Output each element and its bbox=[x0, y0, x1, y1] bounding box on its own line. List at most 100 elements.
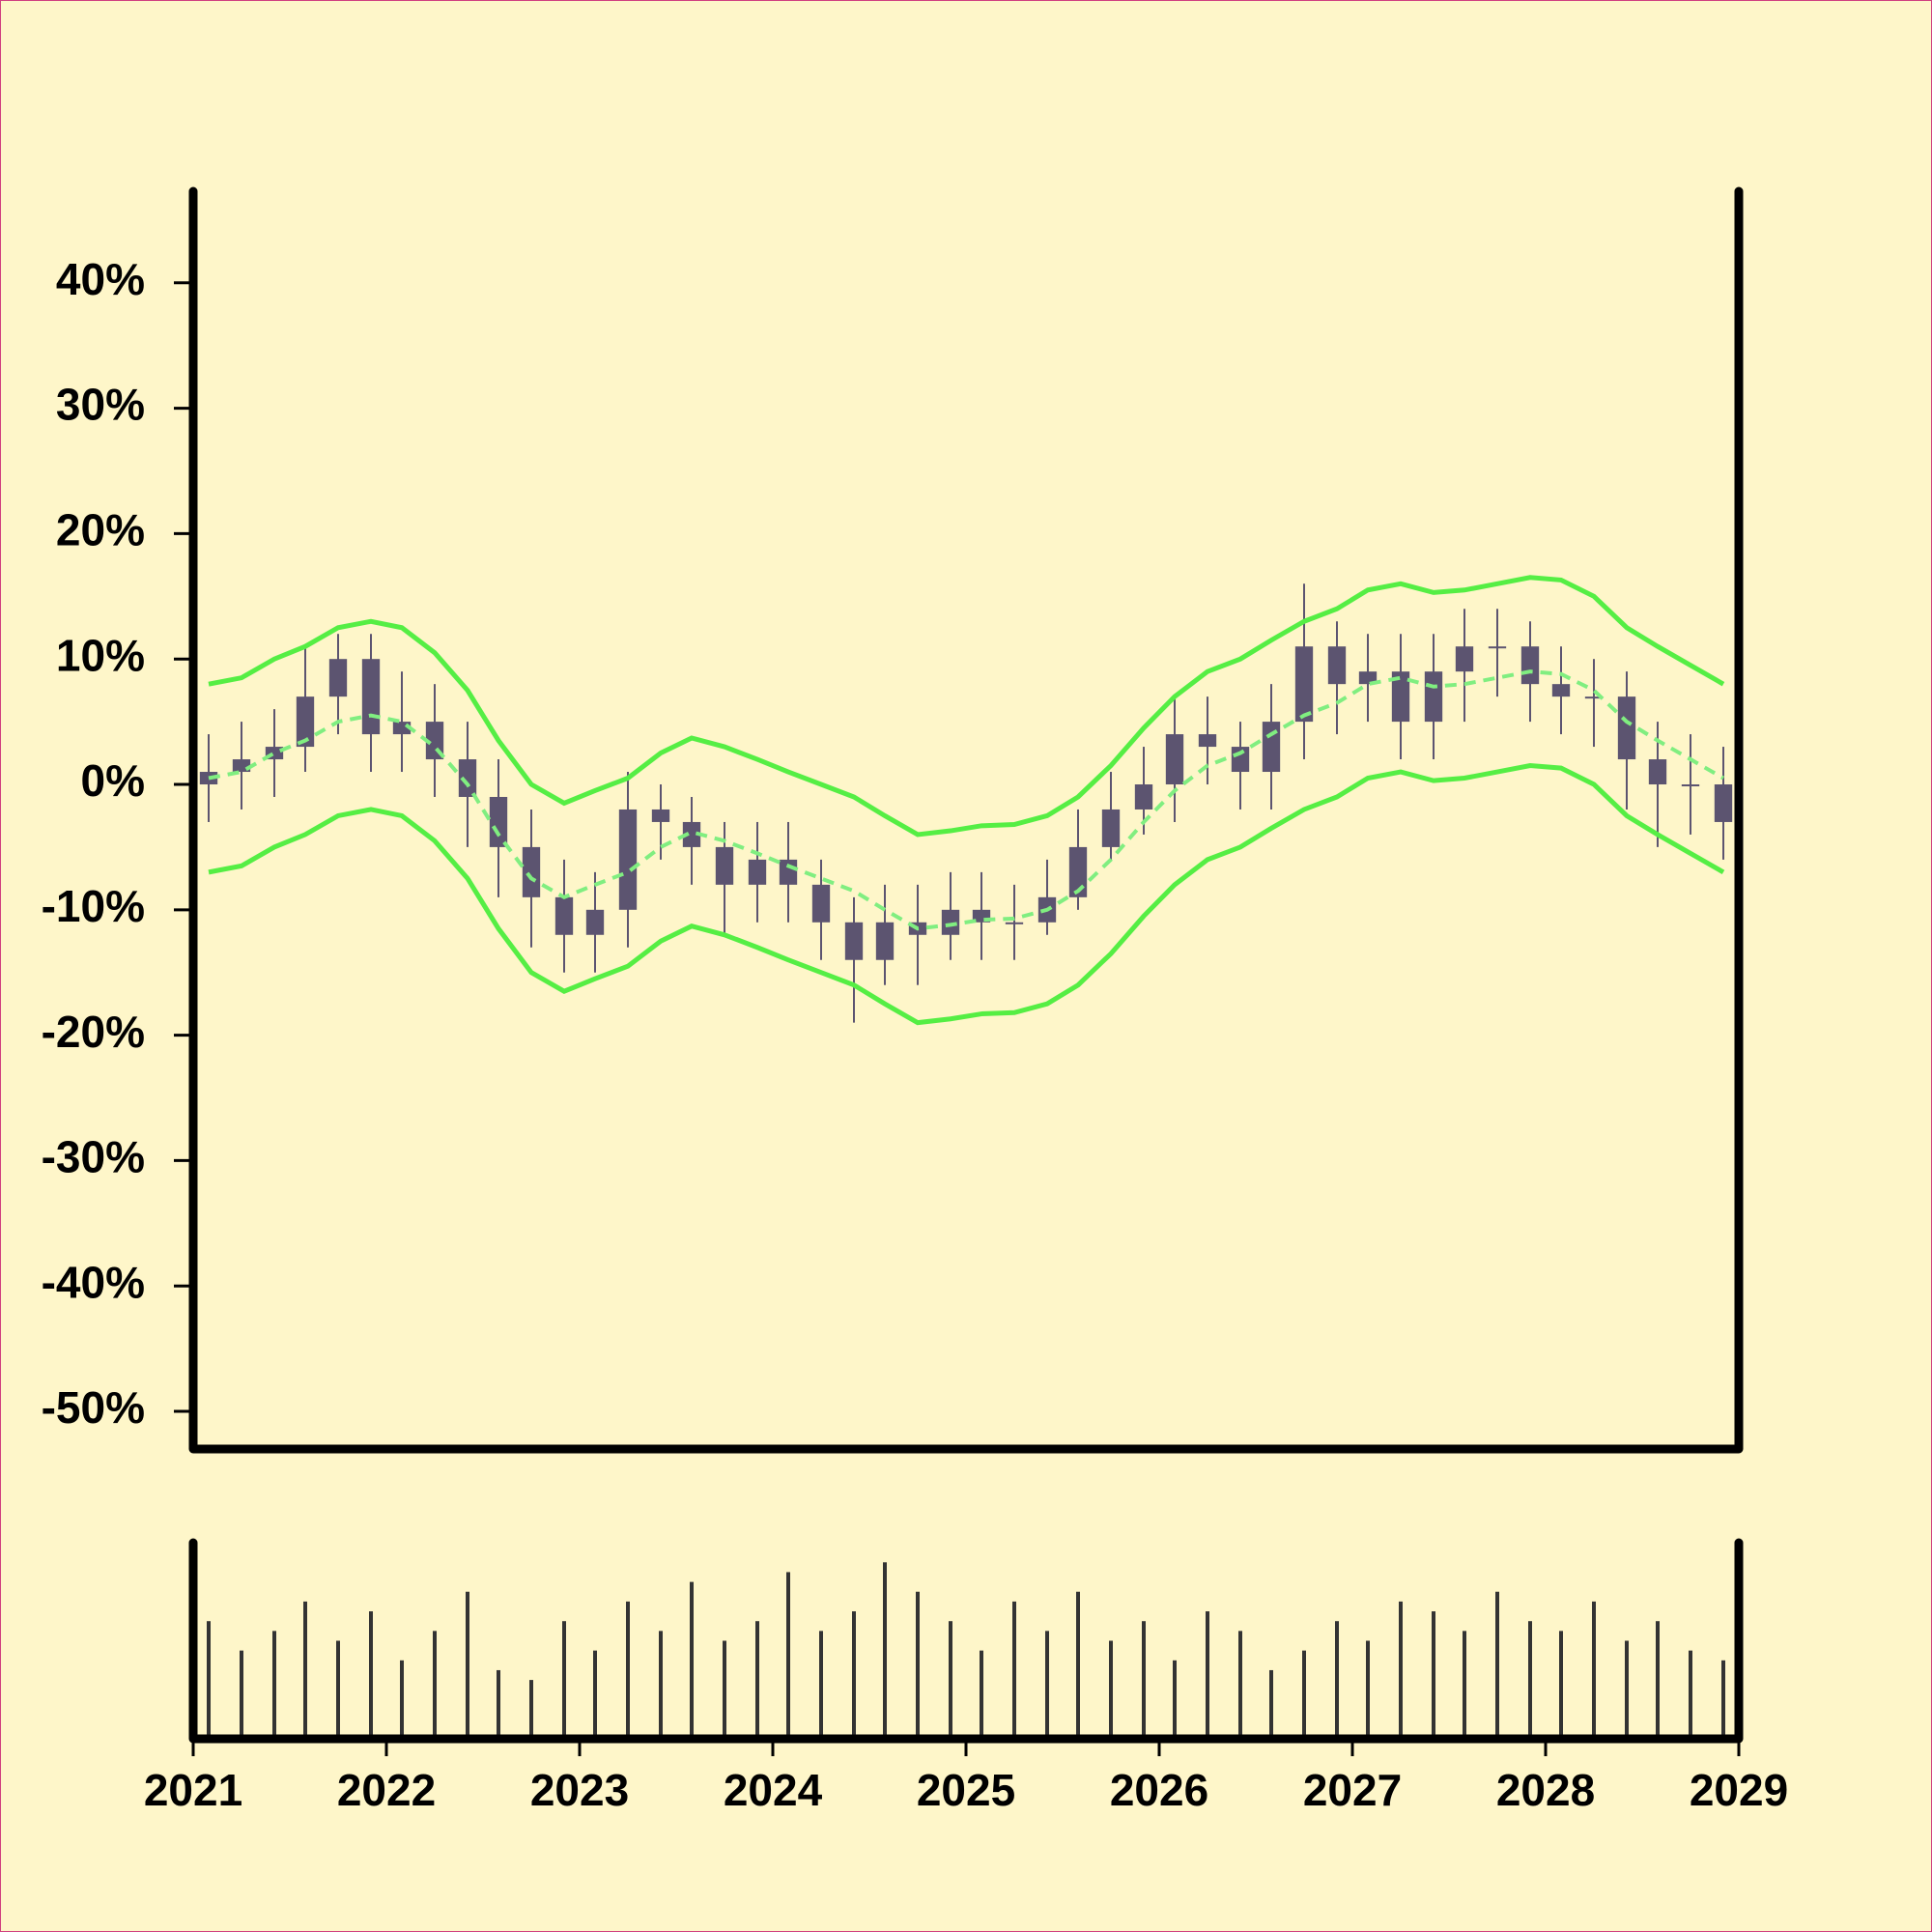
candle-body bbox=[1617, 696, 1636, 760]
volume-bar bbox=[1302, 1650, 1306, 1739]
volume-bar bbox=[723, 1640, 726, 1739]
x-tick-label: 2022 bbox=[337, 1765, 436, 1815]
x-tick-label: 2024 bbox=[724, 1765, 823, 1815]
x-tick-label: 2027 bbox=[1303, 1765, 1402, 1815]
volume-bar bbox=[659, 1631, 663, 1739]
volume-bar bbox=[1076, 1591, 1080, 1739]
band-lower bbox=[208, 763, 1725, 1026]
candle-body bbox=[1551, 684, 1571, 697]
y-tick-label: -40% bbox=[42, 1257, 145, 1307]
candle-body bbox=[715, 846, 734, 885]
volume-bar bbox=[272, 1631, 276, 1739]
y-tick-label: -20% bbox=[42, 1007, 145, 1057]
candle-body bbox=[522, 846, 541, 897]
volume-bar bbox=[1045, 1631, 1049, 1739]
volume-bar bbox=[1238, 1631, 1242, 1739]
volume-bar bbox=[1721, 1660, 1725, 1739]
axis-spine bbox=[188, 186, 1744, 1454]
volume-bar bbox=[1366, 1640, 1370, 1739]
candle-body bbox=[458, 759, 477, 797]
candle-body bbox=[1455, 646, 1474, 672]
volume-bar bbox=[336, 1640, 340, 1739]
candle-body bbox=[1231, 747, 1250, 773]
volume-bar bbox=[1559, 1631, 1563, 1739]
candle-body bbox=[1681, 784, 1700, 787]
volume-bar bbox=[883, 1562, 887, 1739]
volume-bar bbox=[1495, 1591, 1499, 1739]
candle-body bbox=[1520, 646, 1540, 685]
x-tick-label: 2028 bbox=[1496, 1765, 1595, 1815]
candle-body bbox=[844, 922, 864, 960]
volume-bar bbox=[1269, 1669, 1273, 1739]
volume-bar bbox=[369, 1611, 373, 1739]
volume-bar bbox=[400, 1660, 404, 1739]
band-middle bbox=[208, 669, 1724, 931]
volume-bar bbox=[466, 1591, 469, 1739]
candle-body bbox=[1648, 759, 1667, 785]
candle-body bbox=[1391, 671, 1410, 723]
candle-body bbox=[1714, 784, 1733, 822]
volume-bar bbox=[980, 1650, 983, 1739]
candle-body bbox=[328, 659, 348, 697]
y-tick-label: 0% bbox=[81, 755, 145, 806]
candle-body bbox=[1294, 646, 1314, 723]
candle-body bbox=[1488, 646, 1507, 649]
candle-body bbox=[1165, 734, 1184, 785]
volume-bar bbox=[1206, 1611, 1209, 1739]
y-tick-label: 20% bbox=[56, 505, 145, 555]
x-tick-label: 2021 bbox=[144, 1765, 242, 1815]
volume-bar bbox=[1109, 1640, 1113, 1739]
volume-bar bbox=[1432, 1611, 1435, 1739]
volume-bar bbox=[1689, 1650, 1692, 1739]
candle-body bbox=[875, 922, 895, 960]
volume-bar bbox=[755, 1621, 759, 1739]
volume-bar bbox=[1335, 1621, 1339, 1739]
candle-body bbox=[489, 796, 508, 847]
volume-bar bbox=[562, 1621, 566, 1739]
volume-bar bbox=[819, 1631, 823, 1739]
x-tick-label: 2026 bbox=[1110, 1765, 1208, 1815]
volume-bar bbox=[786, 1572, 790, 1739]
x-tick-label: 2023 bbox=[530, 1765, 629, 1815]
volume-bar bbox=[949, 1621, 952, 1739]
candle-body bbox=[811, 884, 831, 923]
candle-body bbox=[554, 896, 574, 935]
volume-bar bbox=[207, 1621, 211, 1739]
candle-body bbox=[651, 809, 670, 822]
y-tick-label: 30% bbox=[56, 380, 145, 430]
volume-bar bbox=[303, 1601, 307, 1739]
volume-bar bbox=[433, 1631, 437, 1739]
candle-body bbox=[1005, 922, 1024, 924]
volume-bar bbox=[593, 1650, 597, 1739]
candle-body bbox=[1262, 722, 1281, 773]
candle-body bbox=[618, 809, 638, 910]
candle-body bbox=[361, 659, 381, 735]
volume-bar bbox=[1173, 1660, 1177, 1739]
candle-body bbox=[1584, 696, 1604, 699]
candle-body bbox=[296, 696, 315, 748]
volume-bar bbox=[497, 1669, 500, 1739]
volume-bar bbox=[1463, 1631, 1466, 1739]
volume-bar bbox=[1656, 1621, 1660, 1739]
axis-spine bbox=[188, 1538, 1744, 1744]
volume-bar bbox=[690, 1581, 694, 1739]
x-tick-label: 2025 bbox=[917, 1765, 1015, 1815]
band-upper bbox=[208, 575, 1725, 838]
volume-bar bbox=[1142, 1621, 1146, 1739]
volume-bar bbox=[1592, 1601, 1596, 1739]
y-tick-label: 40% bbox=[56, 254, 145, 304]
candle-body bbox=[682, 821, 701, 847]
volume-bar bbox=[1012, 1601, 1016, 1739]
candle-body bbox=[1068, 846, 1088, 897]
y-tick-label: -50% bbox=[42, 1382, 145, 1433]
candle-body bbox=[779, 859, 798, 885]
candle-body bbox=[748, 859, 767, 885]
candle-body bbox=[1327, 646, 1347, 685]
x-tick-label: 2029 bbox=[1690, 1765, 1788, 1815]
volume-bar bbox=[626, 1601, 630, 1739]
candle-body bbox=[1424, 671, 1443, 723]
volume-bar bbox=[529, 1680, 533, 1739]
